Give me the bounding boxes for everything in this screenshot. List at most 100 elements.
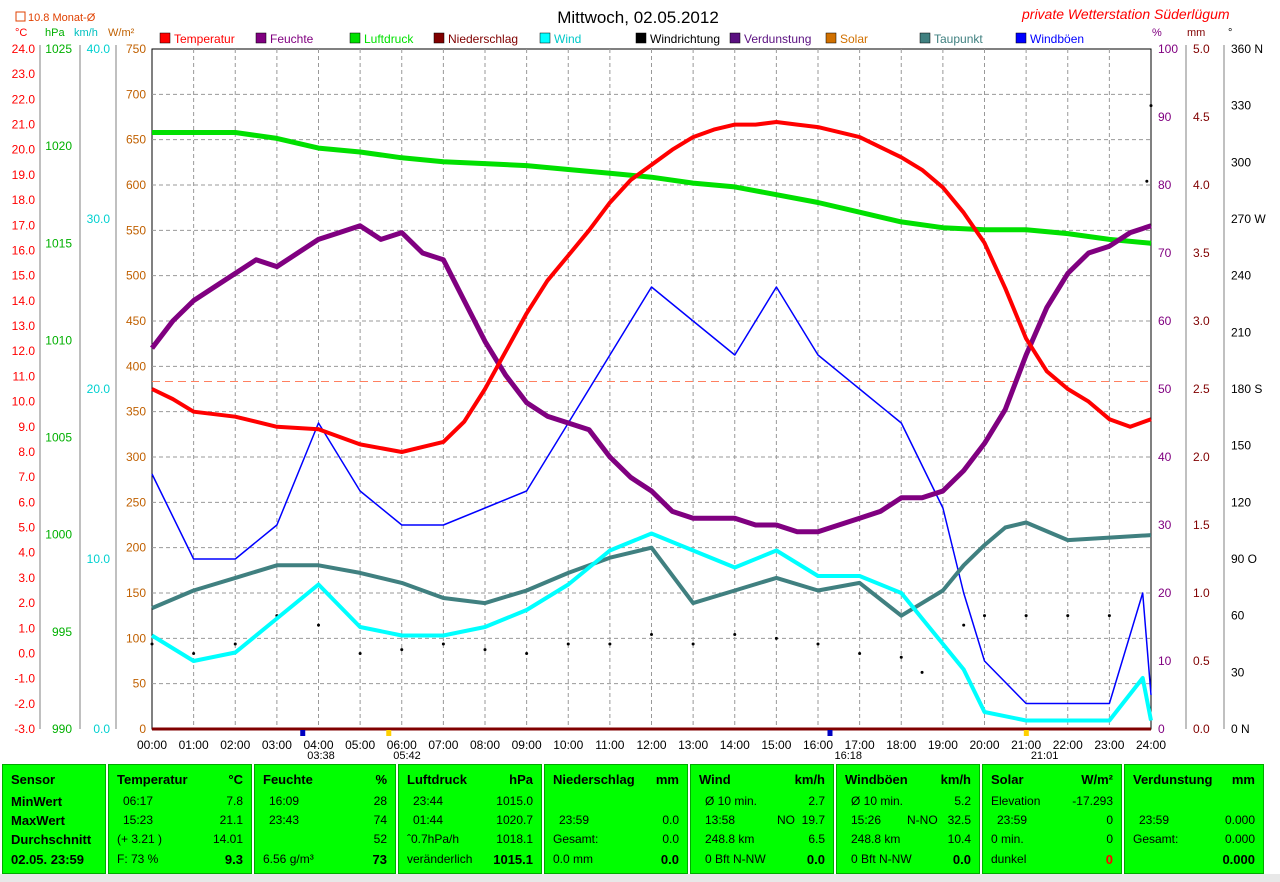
wm2-tick-label: 150 bbox=[126, 586, 146, 600]
time-tick-label: 15:00 bbox=[761, 738, 791, 752]
rain-max-time: 23:59 bbox=[559, 813, 590, 827]
wind-direction-point bbox=[691, 642, 695, 646]
time-tick-label: 21:00 bbox=[1011, 738, 1041, 752]
mm-tick-label: 1.5 bbox=[1193, 518, 1210, 532]
wind-min-value: 2.7 bbox=[808, 794, 825, 808]
hpa-tick-label: 995 bbox=[52, 625, 72, 639]
wind-direction-point bbox=[233, 642, 237, 646]
panel-pressure-unit: hPa bbox=[509, 772, 533, 787]
chart-title: Mittwoch, 02.05.2012 bbox=[557, 8, 719, 27]
temp-tick-label: 22.0 bbox=[12, 92, 36, 106]
panel-rain-unit: mm bbox=[655, 772, 679, 787]
wm2-tick-label: 650 bbox=[126, 133, 146, 147]
temp-tick-label: 15.0 bbox=[12, 269, 36, 283]
pct-tick-label: 30 bbox=[1158, 518, 1172, 532]
hpa-tick-label: 1000 bbox=[45, 528, 72, 542]
time-tick-label: 01:00 bbox=[179, 738, 209, 752]
pct-tick-label: 10 bbox=[1158, 654, 1172, 668]
wm2-tick-label: 450 bbox=[126, 314, 146, 328]
temp-tick-label: 7.0 bbox=[18, 470, 35, 484]
solar-elevation-label: Elevation bbox=[991, 794, 1041, 808]
temp-tick-label: 21.0 bbox=[12, 118, 36, 132]
wind-avg-value: 6.5 bbox=[808, 832, 825, 846]
panel-sensor: Sensor MinWert MaxWert Durchschnitt 02.0… bbox=[2, 764, 106, 874]
legend-swatch bbox=[255, 32, 267, 44]
time-tick-label: 19:00 bbox=[928, 738, 958, 752]
wm2-tick-label: 200 bbox=[126, 541, 146, 555]
press-min-value: 1015.0 bbox=[496, 794, 533, 808]
solar-current-value: 0 bbox=[1105, 852, 1113, 867]
panel-gust: Windböen km/h Ø 10 min. 5.2 15:26 N-NO 32.5 … bbox=[836, 764, 980, 874]
hpa-tick-label: 1020 bbox=[45, 139, 72, 153]
monthly-avg-label: 10.8 Monat-Ø bbox=[28, 12, 96, 24]
temp-tick-label: 4.0 bbox=[18, 546, 35, 560]
unit-kmh: km/h bbox=[74, 27, 98, 39]
wind-direction-point bbox=[400, 648, 404, 652]
wind-direction-point bbox=[525, 651, 529, 655]
hpa-tick-label: 1015 bbox=[45, 236, 72, 250]
temp-tick-label: 2.0 bbox=[18, 596, 35, 610]
mm-tick-label: 3.5 bbox=[1193, 246, 1210, 260]
solar-duration: 0 min. bbox=[991, 832, 1024, 846]
wind-direction-point bbox=[1107, 614, 1111, 618]
time-tick-label: 23:00 bbox=[1094, 738, 1124, 752]
legend-label: Taupunkt bbox=[934, 32, 983, 46]
time-tick-label: 04:00 bbox=[303, 738, 333, 752]
time-tick-label: 17:00 bbox=[845, 738, 875, 752]
evap-total-value: 0.000 bbox=[1224, 832, 1255, 846]
hpa-tick-label: 1010 bbox=[45, 333, 72, 347]
unit-percent: % bbox=[1152, 27, 1162, 39]
temp-avg-delta: (+ 3.21 ) bbox=[117, 832, 163, 846]
time-tick-label: 07:00 bbox=[428, 738, 458, 752]
press-trend: ˆ0.7hPa/h bbox=[407, 832, 460, 846]
press-avg-value: 1018.1 bbox=[496, 832, 533, 846]
monthly-avg-checkbox[interactable] bbox=[15, 11, 26, 22]
wind-direction-point bbox=[317, 623, 320, 627]
wind-direction-point bbox=[1024, 614, 1028, 618]
gust-max-dir: N-NO bbox=[907, 813, 938, 827]
press-max-time: 01:44 bbox=[413, 813, 444, 827]
hum-current-value: 73 bbox=[372, 852, 387, 867]
wm2-tick-label: 750 bbox=[126, 42, 146, 56]
pct-tick-label: 100 bbox=[1158, 42, 1178, 56]
weather-chart: 24.0 23.0 22.0 21.0 20.0 19.0 18.0 17.0 16.0 15.0… bbox=[11, 6, 1267, 762]
panel-gust-header: Windböen bbox=[845, 772, 908, 787]
temp-tick-label: 11.0 bbox=[13, 369, 36, 383]
time-tick-label: 00:00 bbox=[137, 738, 167, 752]
deg-tick-label: 300 bbox=[1231, 155, 1251, 169]
kmh-tick-label: 30.0 bbox=[87, 212, 111, 226]
panel-temperature-unit: °C bbox=[228, 772, 243, 787]
temp-tick-label: 10.0 bbox=[12, 395, 36, 409]
panel-wind-unit: km/h bbox=[794, 772, 825, 787]
legend-label: Solar bbox=[840, 32, 868, 46]
rain-current-label: 0.0 mm bbox=[553, 852, 594, 866]
legend-swatch bbox=[433, 32, 445, 44]
hpa-tick-label: 1005 bbox=[45, 431, 72, 445]
wind-direction-point bbox=[150, 642, 154, 646]
temp-min-value: 7.8 bbox=[226, 794, 243, 808]
wm2-tick-label: 700 bbox=[126, 87, 146, 101]
panel-wind-header: Wind bbox=[699, 772, 731, 787]
temp-tick-label: 24.0 bbox=[12, 42, 36, 56]
time-tick-label: 10:00 bbox=[553, 738, 583, 752]
legend-swatch bbox=[159, 32, 171, 44]
legend-swatch bbox=[729, 32, 741, 44]
mm-tick-label: 3.0 bbox=[1193, 314, 1210, 328]
time-tick-label: 14:00 bbox=[720, 738, 750, 752]
chart-grid bbox=[151, 48, 1152, 730]
panel-sensor-header: Sensor bbox=[11, 772, 56, 787]
mm-tick-label: 2.5 bbox=[1193, 382, 1210, 396]
pct-tick-label: 70 bbox=[1158, 246, 1172, 260]
legend-label: Luftdruck bbox=[364, 32, 414, 46]
wind-direction-point bbox=[858, 651, 862, 655]
mm-tick-label: 1.0 bbox=[1193, 586, 1210, 600]
legend-label: Temperatur bbox=[174, 32, 235, 46]
sun-marker bbox=[300, 730, 306, 736]
press-min-time: 23:44 bbox=[413, 794, 444, 808]
wind-run: 248.8 km bbox=[705, 832, 755, 846]
panel-pressure: Luftdruck hPa 23:44 1015.0 01:44 1020.7 ˆ0.… bbox=[398, 764, 542, 874]
series-taupunkt-line bbox=[151, 520, 1152, 618]
temp-tick-label: -2.0 bbox=[14, 697, 35, 711]
evap-max-value: 0.000 bbox=[1224, 813, 1255, 827]
deg-tick-label: 90 O bbox=[1231, 552, 1257, 566]
